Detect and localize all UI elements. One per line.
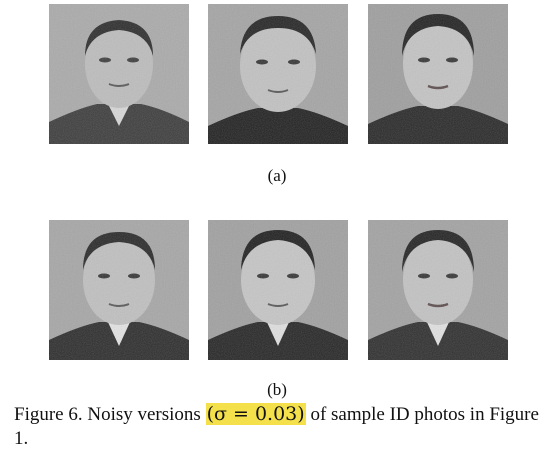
caption-suffix: of sample ID photos in Figure 1. [14, 404, 539, 449]
face-image-a3 [368, 4, 508, 144]
row-b-label: (b) [267, 380, 287, 399]
face-photo-b2 [208, 220, 348, 360]
face-image-b1 [49, 220, 189, 360]
face-image-a2 [208, 4, 348, 144]
face-photo-a1 [49, 4, 189, 144]
face-photo-a3 [368, 4, 508, 144]
face-photo-b1 [49, 220, 189, 360]
face-photo-a2 [208, 4, 348, 144]
face-image-b3 [368, 220, 508, 360]
caption-prefix: Figure 6. Noisy versions [14, 404, 206, 425]
face-photo-b3 [368, 220, 508, 360]
face-image-b2 [208, 220, 348, 360]
figure-caption: Figure 6. Noisy versions (σ = 0.03) of s… [14, 402, 546, 451]
face-image-a1 [49, 4, 189, 144]
row-a-label: (a) [267, 166, 287, 185]
caption-highlight: (σ = 0.03) [205, 403, 306, 425]
